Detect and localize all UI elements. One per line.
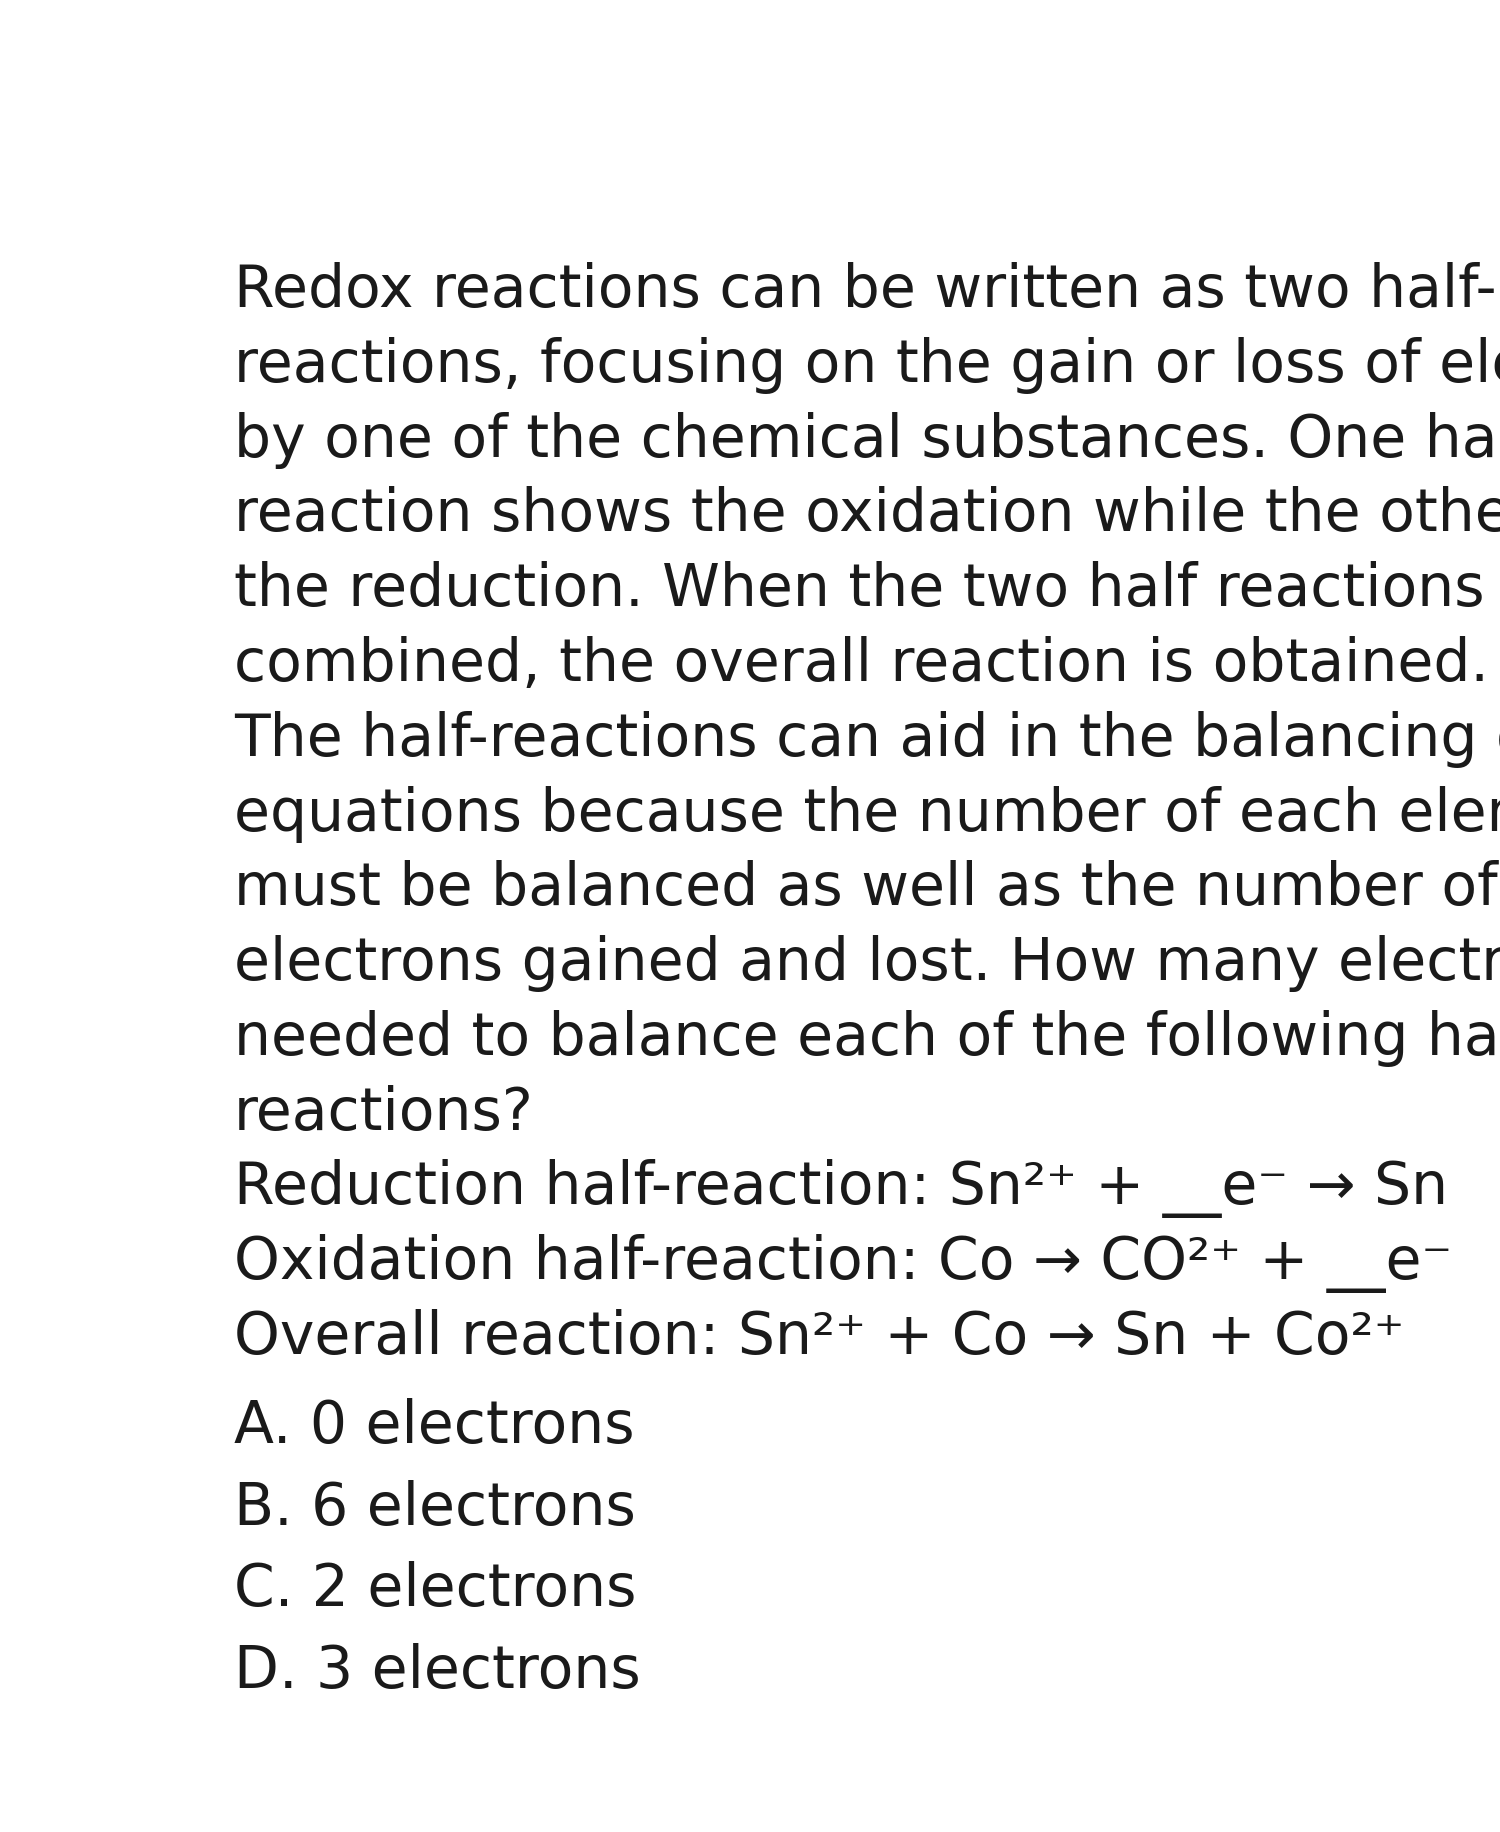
Text: by one of the chemical substances. One half-: by one of the chemical substances. One h… bbox=[234, 412, 1500, 469]
Text: B. 6 electrons: B. 6 electrons bbox=[234, 1480, 636, 1537]
Text: Redox reactions can be written as two half-: Redox reactions can be written as two ha… bbox=[234, 262, 1497, 319]
Text: Reduction half-reaction: Sn²⁺ + __e⁻ → Sn: Reduction half-reaction: Sn²⁺ + __e⁻ → S… bbox=[234, 1160, 1448, 1218]
Text: Overall reaction: Sn²⁺ + Co → Sn + Co²⁺: Overall reaction: Sn²⁺ + Co → Sn + Co²⁺ bbox=[234, 1308, 1404, 1367]
Text: needed to balance each of the following half-: needed to balance each of the following … bbox=[234, 1009, 1500, 1066]
Text: C. 2 electrons: C. 2 electrons bbox=[234, 1561, 636, 1618]
Text: The half-reactions can aid in the balancing of redox: The half-reactions can aid in the balanc… bbox=[234, 711, 1500, 768]
Text: reaction shows the oxidation while the other shows: reaction shows the oxidation while the o… bbox=[234, 487, 1500, 544]
Text: equations because the number of each element: equations because the number of each ele… bbox=[234, 786, 1500, 843]
Text: reactions?: reactions? bbox=[234, 1085, 534, 1141]
Text: combined, the overall reaction is obtained.: combined, the overall reaction is obtain… bbox=[234, 636, 1490, 692]
Text: A. 0 electrons: A. 0 electrons bbox=[234, 1398, 634, 1455]
Text: D. 3 electrons: D. 3 electrons bbox=[234, 1643, 640, 1700]
Text: the reduction. When the two half reactions are: the reduction. When the two half reactio… bbox=[234, 561, 1500, 617]
Text: Oxidation half-reaction: Co → CO²⁺ + __e⁻: Oxidation half-reaction: Co → CO²⁺ + __e… bbox=[234, 1235, 1452, 1293]
Text: reactions, focusing on the gain or loss of electrons: reactions, focusing on the gain or loss … bbox=[234, 337, 1500, 394]
Text: must be balanced as well as the number of: must be balanced as well as the number o… bbox=[234, 861, 1497, 918]
Text: electrons gained and lost. How many electrons are: electrons gained and lost. How many elec… bbox=[234, 934, 1500, 993]
